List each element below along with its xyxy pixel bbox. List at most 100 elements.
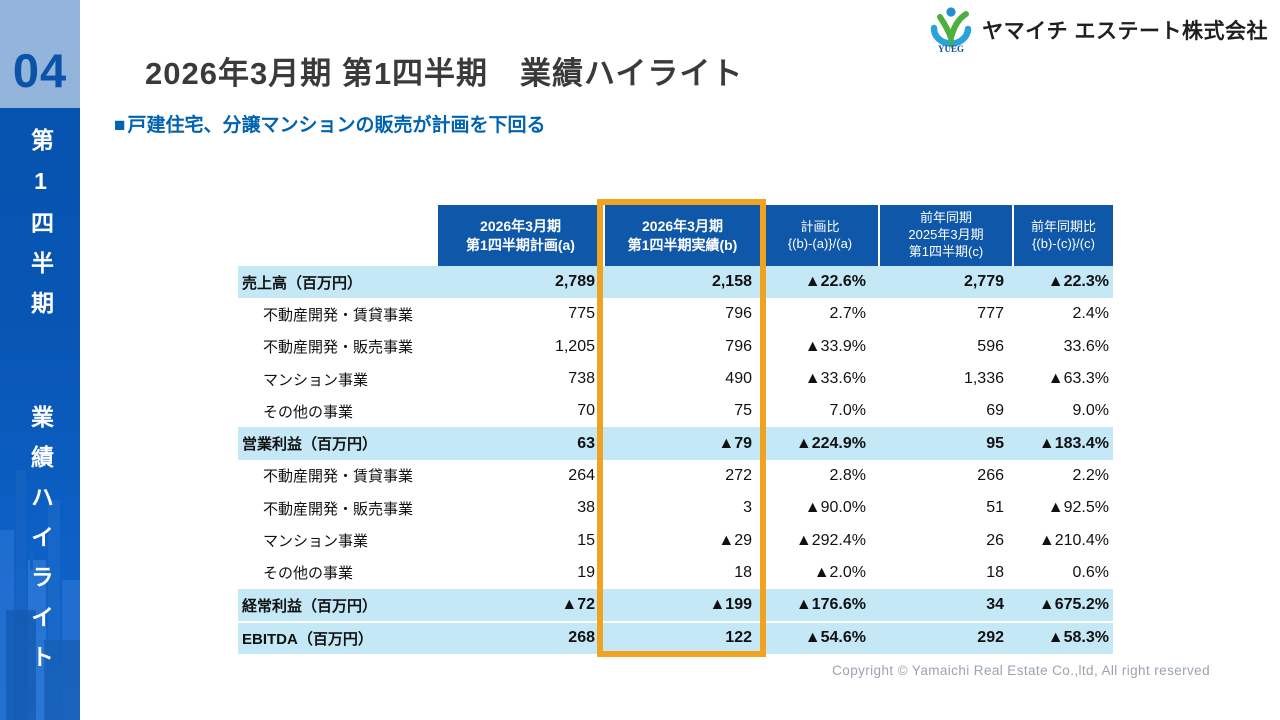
cell-vs-plan: ▲90.0% bbox=[804, 499, 866, 517]
cell-prev-year: 26 bbox=[986, 531, 1004, 549]
cell-prev-year: 69 bbox=[986, 402, 1004, 420]
row-label: 営業利益（百万円） bbox=[242, 436, 378, 454]
table-row-mansion-oi: マンション事業 15 ▲29 ▲292.4% 26 ▲210.4% bbox=[238, 524, 1113, 557]
cell-vs-prev-year: 2.4% bbox=[1072, 305, 1109, 323]
company-logo-icon: YUEG bbox=[930, 7, 972, 54]
header-vs-prev-year: 前年同期比 {(b)-(c)}/(c) bbox=[1012, 205, 1113, 266]
table-row-other-oi: その他の事業 19 18 ▲2.0% 18 0.6% bbox=[238, 556, 1113, 589]
table-row-sales-business: 不動産開発・販売事業 1,205 796 ▲33.9% 596 33.6% bbox=[238, 330, 1113, 363]
cell-prev-year: 292 bbox=[977, 629, 1004, 647]
cell-vs-prev-year: ▲58.3% bbox=[1047, 629, 1109, 647]
cell-actual: 796 bbox=[725, 305, 752, 323]
cell-actual: 3 bbox=[743, 499, 752, 517]
cell-actual: ▲199 bbox=[709, 596, 752, 614]
cell-prev-year: 34 bbox=[986, 596, 1004, 614]
page-title: 2026年3月期 第1四半期 業績ハイライト bbox=[145, 56, 744, 91]
header-actual: 2026年3月期 第1四半期実績(b) bbox=[603, 205, 760, 266]
cell-plan: 15 bbox=[577, 531, 595, 549]
copyright-text: Copyright © Yamaichi Real Estate Co.,ltd… bbox=[832, 663, 1210, 678]
slide-subtitle: ■ 戸建住宅、分譲マンションの販売が計画を下回る bbox=[114, 110, 546, 137]
table-row-ordinary-income: 経常利益（百万円） ▲72 ▲199 ▲176.6% 34 ▲675.2% bbox=[238, 588, 1113, 622]
row-label: 不動産開発・販売事業 bbox=[263, 500, 414, 518]
cell-plan: 19 bbox=[577, 563, 595, 581]
cell-plan: 738 bbox=[568, 370, 595, 388]
row-label: その他の事業 bbox=[263, 403, 354, 421]
cell-vs-prev-year: ▲63.3% bbox=[1047, 370, 1109, 388]
cell-actual: 490 bbox=[725, 370, 752, 388]
row-label: EBITDA（百万円） bbox=[242, 630, 373, 648]
table-row-rental-oi: 不動産開発・賃貸事業 264 272 2.8% 266 2.2% bbox=[238, 459, 1113, 493]
header-prev-year: 前年同期 2025年3月期 第1四半期(c) bbox=[878, 205, 1012, 266]
cell-vs-prev-year: ▲22.3% bbox=[1047, 273, 1109, 291]
cell-plan: 268 bbox=[568, 629, 595, 647]
city-skyline-image bbox=[0, 470, 80, 720]
cell-vs-prev-year: ▲183.4% bbox=[1038, 434, 1109, 452]
cell-actual: ▲79 bbox=[718, 434, 752, 452]
cell-actual: 18 bbox=[734, 563, 752, 581]
row-label: その他の事業 bbox=[263, 565, 354, 583]
cell-prev-year: 596 bbox=[977, 337, 1004, 355]
cell-vs-prev-year: 9.0% bbox=[1072, 402, 1109, 420]
sidebar: 04 第1四半期 業績ハイライト bbox=[0, 0, 80, 720]
chapter-number-badge: 04 bbox=[0, 0, 80, 108]
subtitle-text: 戸建住宅、分譲マンションの販売が計画を下回る bbox=[127, 115, 546, 136]
header-empty-cell bbox=[238, 205, 438, 266]
results-table: 2026年3月期 第1四半期計画(a) 2026年3月期 第1四半期実績(b) … bbox=[238, 205, 1113, 654]
cell-prev-year: 777 bbox=[977, 305, 1004, 323]
cell-vs-plan: ▲22.6% bbox=[804, 273, 866, 291]
header-plan: 2026年3月期 第1四半期計画(a) bbox=[438, 205, 603, 266]
cell-prev-year: 18 bbox=[986, 563, 1004, 581]
row-label: 不動産開発・賃貸事業 bbox=[263, 306, 414, 324]
row-label: 不動産開発・販売事業 bbox=[263, 339, 414, 357]
cell-vs-plan: ▲54.6% bbox=[804, 629, 866, 647]
square-bullet-icon: ■ bbox=[114, 115, 126, 136]
cell-plan: 775 bbox=[568, 305, 595, 323]
cell-vs-prev-year: ▲675.2% bbox=[1038, 596, 1109, 614]
cell-vs-prev-year: 0.6% bbox=[1072, 563, 1109, 581]
cell-prev-year: 2,779 bbox=[963, 273, 1004, 291]
cell-plan: 2,789 bbox=[554, 273, 595, 291]
table-row-mansion: マンション事業 738 490 ▲33.6% 1,336 ▲63.3% bbox=[238, 362, 1113, 396]
table-header-row: 2026年3月期 第1四半期計画(a) 2026年3月期 第1四半期実績(b) … bbox=[238, 205, 1113, 266]
cell-vs-plan: 2.7% bbox=[829, 305, 866, 323]
table-row-other: その他の事業 70 75 7.0% 69 9.0% bbox=[238, 395, 1113, 428]
cell-prev-year: 95 bbox=[986, 434, 1004, 452]
row-label: 売上高（百万円） bbox=[242, 274, 363, 292]
cell-vs-plan: 2.8% bbox=[829, 466, 866, 484]
cell-plan: ▲72 bbox=[561, 596, 595, 614]
cell-actual: 75 bbox=[734, 402, 752, 420]
cell-vs-prev-year: ▲92.5% bbox=[1047, 499, 1109, 517]
sidebar-vertical-title: 第1四半期 業績ハイライト bbox=[0, 128, 80, 685]
company-name: ヤマイチ エステート株式会社 bbox=[982, 20, 1268, 43]
cell-plan: 264 bbox=[568, 466, 595, 484]
table-row-operating-income: 営業利益（百万円） 63 ▲79 ▲224.9% 95 ▲183.4% bbox=[238, 427, 1113, 460]
cell-plan: 70 bbox=[577, 402, 595, 420]
cell-plan: 1,205 bbox=[554, 337, 595, 355]
cell-prev-year: 51 bbox=[986, 499, 1004, 517]
row-label: 経常利益（百万円） bbox=[242, 597, 378, 615]
cell-vs-prev-year: 2.2% bbox=[1072, 466, 1109, 484]
cell-plan: 38 bbox=[577, 499, 595, 517]
cell-vs-plan: ▲33.6% bbox=[804, 370, 866, 388]
table-row-ebitda: EBITDA（百万円） 268 122 ▲54.6% 292 ▲58.3% bbox=[238, 621, 1113, 654]
cell-plan: 63 bbox=[577, 434, 595, 452]
table-row-sales-business-oi: 不動産開発・販売事業 38 3 ▲90.0% 51 ▲92.5% bbox=[238, 492, 1113, 525]
row-label: マンション事業 bbox=[263, 533, 369, 551]
cell-vs-plan: ▲176.6% bbox=[795, 596, 866, 614]
table-row-rental: 不動産開発・賃貸事業 775 796 2.7% 777 2.4% bbox=[238, 298, 1113, 331]
cell-prev-year: 1,336 bbox=[963, 370, 1004, 388]
cell-actual: 796 bbox=[725, 337, 752, 355]
cell-vs-plan: ▲224.9% bbox=[795, 434, 866, 452]
cell-vs-prev-year: ▲210.4% bbox=[1038, 531, 1109, 549]
cell-vs-plan: 7.0% bbox=[829, 402, 866, 420]
chapter-number: 04 bbox=[12, 44, 68, 97]
cell-vs-plan: ▲292.4% bbox=[795, 531, 866, 549]
cell-prev-year: 266 bbox=[977, 466, 1004, 484]
cell-vs-plan: ▲33.9% bbox=[804, 337, 866, 355]
cell-actual: 272 bbox=[725, 466, 752, 484]
company-logo: YUEG ヤマイチ エステート株式会社 bbox=[928, 6, 1268, 54]
sidebar-title-line2: 業績ハイライト bbox=[27, 405, 54, 685]
cell-vs-prev-year: 33.6% bbox=[1063, 337, 1109, 355]
row-label: 不動産開発・賃貸事業 bbox=[263, 468, 414, 486]
cell-vs-plan: ▲2.0% bbox=[813, 563, 866, 581]
